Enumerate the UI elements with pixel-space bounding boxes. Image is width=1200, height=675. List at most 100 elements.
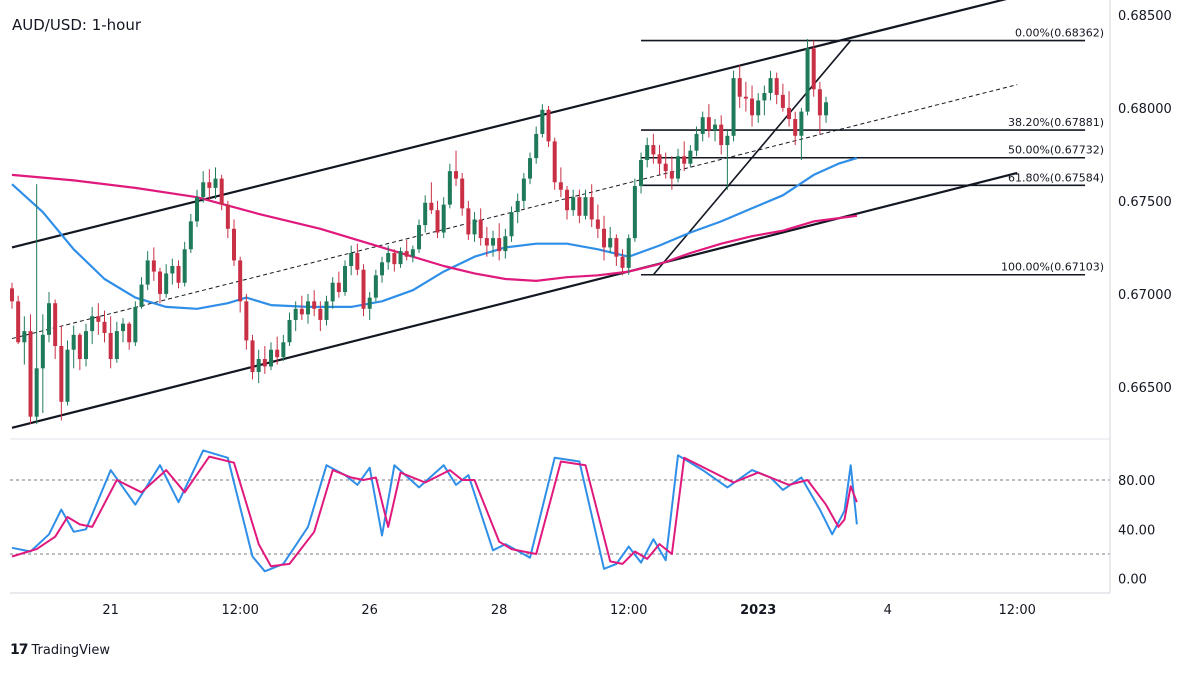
price-pane[interactable]: 0.00%(0.68362) 38.20%(0.67881) 50.00%(0.67… xyxy=(10,0,1104,429)
candle xyxy=(478,208,483,246)
candle xyxy=(534,126,539,164)
fib-level-label: 100.00%(0.67103) xyxy=(1001,261,1104,274)
candle xyxy=(219,174,224,211)
candle xyxy=(65,340,70,406)
tradingview-name: TradingView xyxy=(31,642,111,658)
moving-averages xyxy=(11,157,858,310)
candle-body xyxy=(817,89,822,116)
candle xyxy=(497,223,502,261)
candle xyxy=(293,301,298,332)
candle-body xyxy=(22,331,27,343)
price-axis[interactable]: 0.68500 0.68000 0.67500 0.67000 0.66500 80.0… xyxy=(1109,0,1172,593)
candle xyxy=(509,206,514,242)
candle-body xyxy=(577,197,582,216)
candle-body xyxy=(380,262,385,276)
candle-body xyxy=(676,156,681,179)
candle-body xyxy=(435,210,440,233)
candle xyxy=(343,260,348,296)
candle xyxy=(373,269,378,302)
candle-body xyxy=(497,238,502,252)
candle xyxy=(262,345,267,374)
candle xyxy=(170,258,175,285)
candle-body xyxy=(145,260,150,285)
candle xyxy=(626,234,631,275)
candle-body xyxy=(774,78,779,95)
candle xyxy=(725,130,730,190)
candle-body xyxy=(466,208,471,235)
candle xyxy=(811,40,816,97)
candle-body xyxy=(799,111,804,136)
candle xyxy=(657,145,662,175)
candle-body xyxy=(102,321,107,333)
candle xyxy=(454,150,459,187)
time-axis[interactable]: 21 12:00 26 28 12:00 2023 4 12:00 xyxy=(102,603,1036,618)
candle xyxy=(750,85,755,127)
candle-body xyxy=(713,124,718,131)
oscillator-tick-label: 0.00 xyxy=(1118,573,1147,588)
candle-body xyxy=(219,178,224,205)
candle xyxy=(552,137,557,190)
candle-body xyxy=(651,145,656,155)
candle xyxy=(139,277,144,309)
candle xyxy=(528,152,533,185)
candle xyxy=(540,104,545,138)
candle xyxy=(682,141,687,172)
candle xyxy=(176,260,181,289)
candle xyxy=(429,182,434,214)
candle-body xyxy=(336,282,341,293)
candle xyxy=(299,295,304,320)
fib-trend-line[interactable] xyxy=(652,40,852,276)
candle-body xyxy=(250,340,255,373)
candle xyxy=(269,342,274,371)
candle xyxy=(361,264,366,317)
fib-level-label: 0.00%(0.68362) xyxy=(1015,27,1104,40)
candle xyxy=(47,292,52,343)
candle-body xyxy=(182,249,187,283)
candle xyxy=(386,245,391,270)
candle xyxy=(756,93,761,123)
candle-body xyxy=(737,78,742,97)
candle-body xyxy=(565,189,570,211)
oscillator-pane[interactable] xyxy=(10,449,1110,573)
candle xyxy=(700,111,705,142)
oscillator-levels xyxy=(10,479,1110,555)
candle-body xyxy=(133,306,138,343)
candle-body xyxy=(151,260,156,272)
candle xyxy=(244,293,249,350)
candle-body xyxy=(386,252,391,263)
price-tick-label: 0.67000 xyxy=(1118,288,1172,303)
channel-mid-line[interactable] xyxy=(11,84,1018,340)
candle-body xyxy=(620,256,625,268)
candle xyxy=(565,186,570,220)
candle xyxy=(571,189,576,216)
candle-body xyxy=(731,78,736,136)
candle xyxy=(713,119,718,142)
candle xyxy=(737,65,742,108)
fibonacci-labels: 0.00%(0.68362) 38.20%(0.67881) 50.00%(0.67… xyxy=(1001,27,1104,274)
candle xyxy=(546,106,551,147)
fibonacci-retracement[interactable] xyxy=(641,39,1086,276)
candle xyxy=(275,336,280,365)
candle xyxy=(256,349,261,384)
stoch-k-line xyxy=(11,449,858,573)
candle-body xyxy=(780,94,785,108)
candle xyxy=(441,197,446,239)
candle-body xyxy=(552,141,557,183)
candle-body xyxy=(262,359,267,367)
candle xyxy=(595,204,600,239)
candle-body xyxy=(392,252,397,265)
channel-upper-line[interactable] xyxy=(11,0,1017,249)
candle xyxy=(22,316,27,365)
candle xyxy=(182,241,187,287)
candle-body xyxy=(447,171,452,205)
candle-body xyxy=(318,308,323,320)
candle xyxy=(367,292,372,320)
candle-body xyxy=(509,212,514,237)
candle-body xyxy=(275,349,280,358)
candle xyxy=(151,247,156,281)
candle xyxy=(71,325,76,369)
channel-lower-line[interactable] xyxy=(11,171,1018,429)
candle-body xyxy=(201,182,206,198)
candle xyxy=(503,228,508,259)
